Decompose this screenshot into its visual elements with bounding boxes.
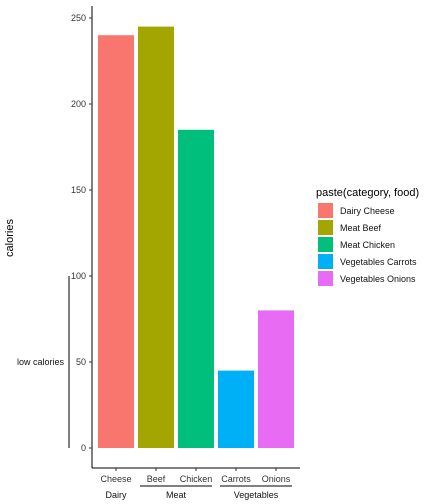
legend: paste(category, food) Dairy Cheese Meat B… [316,187,419,286]
legend-label: Vegetables Onions [340,274,416,284]
group-label-vegetables: Vegetables [234,490,279,500]
y-ticks: 0 50 100 150 200 250 [71,13,92,453]
y-tick-label: 100 [71,271,86,281]
x-tick-label: Cheese [100,474,131,484]
legend-label: Meat Beef [340,223,382,233]
y-tick-label: 200 [71,99,86,109]
legend-key [318,220,333,235]
bar-carrots [218,370,254,448]
group-labels: Dairy Meat Vegetables [105,485,292,500]
y-tick-label: 0 [81,443,86,453]
bar-cheese [98,35,134,448]
legend-label: Dairy Cheese [340,206,395,216]
bar-beef [138,26,174,448]
legend-key [318,203,333,218]
legend-key [318,254,333,269]
annotation-label: low calories [17,357,65,367]
group-label-dairy: Dairy [105,490,127,500]
bars [98,26,294,449]
annotation: low calories [17,276,70,448]
legend-label: Vegetables Carrots [340,257,417,267]
legend-key [318,271,333,286]
legend-key [318,237,333,252]
x-ticks: Cheese Beef Chicken Carrots Onions [100,468,291,484]
x-tick-label: Onions [262,474,291,484]
y-axis-title: calories [4,219,16,257]
y-tick-label: 150 [71,185,86,195]
x-tick-label: Beef [147,474,166,484]
legend-title: paste(category, food) [316,187,419,199]
y-tick-label: 50 [76,357,86,367]
bar-onions [258,310,294,448]
group-label-meat: Meat [166,490,187,500]
legend-label: Meat Chicken [340,240,395,250]
y-tick-label: 250 [71,13,86,23]
bar-chicken [178,129,214,449]
x-tick-label: Chicken [180,474,213,484]
x-tick-label: Carrots [221,474,251,484]
